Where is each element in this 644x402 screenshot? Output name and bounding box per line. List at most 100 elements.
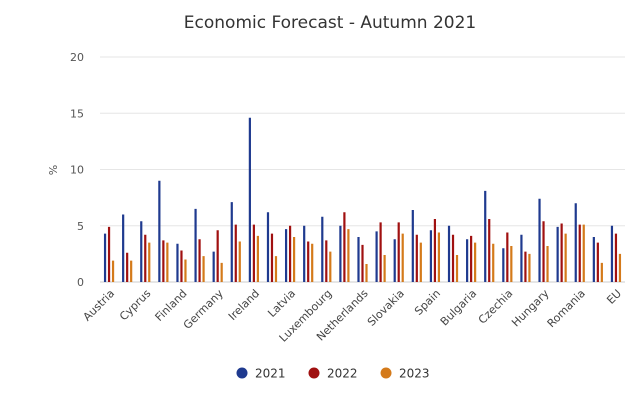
bar-2021-hungary: [538, 198, 541, 282]
bar-2023-poland: [564, 233, 567, 282]
bar-2022-cyprus: [144, 234, 147, 282]
bar-2023-lithuania: [311, 243, 314, 282]
bar-2022-romania: [578, 224, 581, 282]
bar-2021-bulgaria: [466, 239, 469, 282]
x-tick-label: Austria: [80, 287, 117, 324]
bar-2022-bulgaria: [470, 235, 473, 282]
chart-title: Economic Forecast - Autumn 2021: [184, 13, 476, 33]
bar-2021-slovakia: [393, 239, 396, 282]
bar-2022-greece: [234, 224, 237, 282]
x-tick-label: Bulgaria: [438, 287, 479, 328]
legend: 2021 2022 2023: [236, 367, 430, 381]
bar-2021-denmark: [158, 180, 161, 282]
bar-2021-poland: [556, 226, 559, 282]
bar-2022-austria: [107, 226, 111, 282]
bar-2022-finland: [180, 250, 183, 282]
bar-2021-spain: [429, 230, 433, 282]
bar-2021-netherlands: [357, 237, 360, 282]
bar-2022-poland: [560, 223, 563, 282]
bar-2021-belgium: [122, 214, 125, 282]
y-tick-label: 10: [70, 164, 84, 177]
bar-2023-portugal: [383, 255, 386, 282]
bar-2021-malta: [339, 225, 342, 282]
legend-marker-2021: [236, 367, 248, 379]
bar-2023-czechia: [510, 246, 513, 282]
bar-2022-lithuania: [307, 241, 310, 282]
bar-2023-spain: [437, 232, 441, 282]
bar-2022-estonia: [451, 234, 455, 282]
bar-2023-austria: [111, 260, 115, 282]
y-tick-labels: 0 5 10 15 20: [70, 51, 84, 289]
bar-2023-malta: [347, 229, 350, 282]
bar-2022-luxembourg: [325, 240, 328, 282]
legend-label-2021: 2021: [255, 367, 286, 381]
bar-2021-lithuania: [303, 225, 306, 282]
y-axis-label: %: [47, 165, 60, 175]
y-tick-label: 15: [70, 107, 84, 120]
y-tick-label: 0: [77, 276, 84, 289]
bar-2022-sweden: [596, 242, 599, 282]
x-tick-label: Cyprus: [117, 287, 154, 324]
bars: [103, 117, 622, 282]
bar-2023-denmark: [166, 242, 169, 282]
x-tick-label: Ireland: [226, 287, 262, 323]
bar-2021-estonia: [447, 225, 451, 282]
bar-2021-italy: [266, 212, 270, 282]
bar-2022-france: [198, 239, 201, 282]
bar-2022-netherlands: [361, 244, 364, 282]
bar-2021-ireland: [248, 117, 251, 282]
bar-2022-croatia: [488, 219, 491, 282]
bar-2021-cyprus: [140, 221, 143, 282]
bar-2023-germany: [220, 262, 223, 282]
legend-label-2022: 2022: [327, 367, 358, 381]
bar-2023-latvia: [292, 237, 296, 282]
bar-2023-hungary: [546, 246, 549, 282]
y-tick-label: 20: [70, 51, 84, 64]
x-tick-label: Latvia: [265, 287, 298, 320]
bar-2023-romania: [582, 224, 585, 282]
bar-2021-croatia: [484, 190, 487, 282]
x-tick-label: Germany: [181, 287, 226, 332]
bar-2023-netherlands: [365, 264, 368, 282]
bar-2021-luxembourg: [321, 216, 324, 282]
bar-2023-greece: [238, 241, 241, 282]
bar-2023-estonia: [455, 255, 459, 282]
bar-2023-bulgaria: [474, 242, 477, 282]
legend-marker-2023: [380, 367, 392, 379]
bar-2023-cyprus: [148, 242, 151, 282]
bar-2021-portugal: [375, 231, 378, 282]
bar-2021-denmark2: [520, 234, 523, 282]
bar-2021-greece: [230, 202, 233, 282]
bar-2022-denmark: [162, 240, 165, 282]
bar-2022-germany: [216, 230, 219, 282]
bar-2021-latvia: [284, 229, 288, 282]
bar-2023-france: [202, 256, 205, 282]
x-tick-label: Slovakia: [365, 287, 407, 329]
legend-label-2023: 2023: [399, 367, 430, 381]
bar-2021-czechia: [502, 248, 505, 282]
bar-2023-slovakia: [401, 233, 404, 282]
bar-2022-portugal: [379, 222, 382, 282]
bar-2021-romania: [574, 203, 577, 282]
x-tick-label: Spain: [412, 287, 443, 318]
bar-2022-ireland: [252, 224, 255, 282]
bar-2023-ireland: [256, 235, 259, 282]
bar-2022-latvia: [288, 225, 292, 282]
bar-2023-finland: [184, 259, 187, 282]
bar-2022-slovakia: [397, 222, 400, 282]
bar-2021-sweden: [592, 237, 595, 282]
bar-2021-france: [194, 208, 197, 282]
legend-marker-2022: [308, 367, 320, 379]
bar-2023-slovenia: [419, 242, 422, 282]
x-tick-label: Romania: [545, 287, 588, 330]
bar-2021-austria: [103, 233, 107, 282]
bar-2022-hungary: [542, 221, 545, 282]
x-tick-label: EU: [604, 287, 624, 307]
bar-2022-malta: [343, 212, 346, 282]
bar-2023-croatia: [492, 243, 495, 282]
bar-2022-denmark2: [524, 251, 527, 282]
gridlines: [100, 56, 625, 283]
bar-2021-eu: [610, 225, 614, 282]
bar-2022-czechia: [506, 232, 509, 282]
